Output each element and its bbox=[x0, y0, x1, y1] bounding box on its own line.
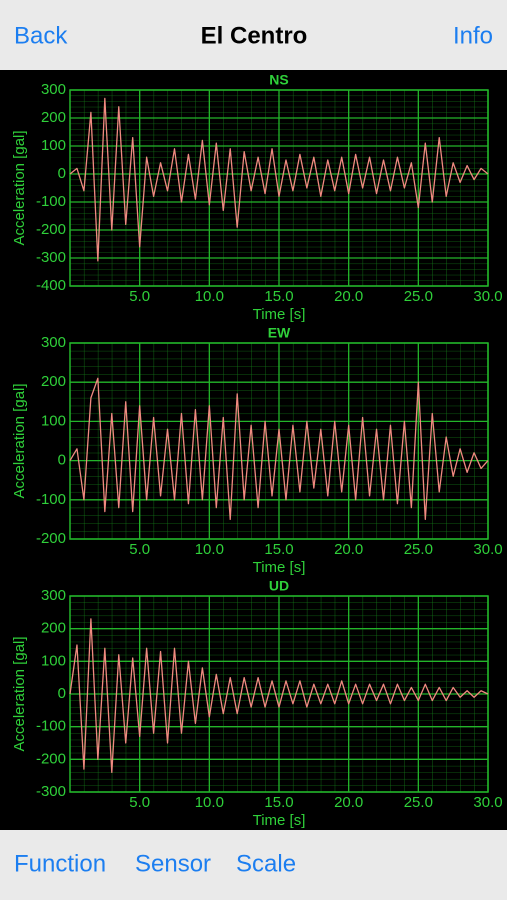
y-axis-label: Acceleration [gal] bbox=[11, 636, 28, 751]
chart-title: UD bbox=[269, 578, 289, 594]
x-tick-label: 5.0 bbox=[129, 288, 150, 305]
y-tick-label: 300 bbox=[41, 81, 66, 98]
x-tick-label: 10.0 bbox=[195, 794, 224, 811]
y-tick-label: 100 bbox=[41, 137, 66, 154]
x-tick-label: 30.0 bbox=[473, 541, 502, 558]
x-tick-label: 10.0 bbox=[195, 288, 224, 305]
x-tick-label: 15.0 bbox=[264, 288, 293, 305]
waveform bbox=[69, 97, 489, 262]
nav-title: El Centro bbox=[201, 22, 308, 49]
x-axis-label: Time [s] bbox=[253, 812, 306, 829]
scale-button[interactable]: Scale bbox=[236, 850, 296, 877]
x-tick-label: 15.0 bbox=[264, 794, 293, 811]
x-tick-label: 20.0 bbox=[334, 541, 363, 558]
y-tick-label: -200 bbox=[36, 530, 66, 547]
x-tick-label: 15.0 bbox=[264, 541, 293, 558]
toolbar bbox=[0, 830, 507, 900]
chart-title: NS bbox=[269, 72, 288, 88]
y-tick-label: -300 bbox=[36, 249, 66, 266]
y-tick-label: -100 bbox=[36, 491, 66, 508]
y-tick-label: -400 bbox=[36, 277, 66, 294]
y-tick-label: 0 bbox=[58, 165, 66, 182]
y-tick-label: 0 bbox=[58, 452, 66, 469]
x-tick-label: 5.0 bbox=[129, 541, 150, 558]
chart-title: EW bbox=[268, 325, 291, 341]
y-axis-label: Acceleration [gal] bbox=[11, 130, 28, 245]
waveform bbox=[69, 377, 489, 521]
y-tick-label: 300 bbox=[41, 334, 66, 351]
x-axis-label: Time [s] bbox=[253, 306, 306, 323]
y-tick-label: 100 bbox=[41, 412, 66, 429]
x-tick-label: 20.0 bbox=[334, 288, 363, 305]
sensor-button[interactable]: Sensor bbox=[135, 850, 211, 877]
plot-frame bbox=[69, 89, 489, 287]
x-axis-label: Time [s] bbox=[253, 559, 306, 576]
back-button[interactable]: Back bbox=[14, 22, 68, 49]
x-tick-label: 25.0 bbox=[404, 288, 433, 305]
x-tick-label: 5.0 bbox=[129, 794, 150, 811]
y-tick-label: -200 bbox=[36, 750, 66, 767]
function-button[interactable]: Function bbox=[14, 850, 106, 877]
nav-bar bbox=[0, 0, 507, 70]
y-tick-label: 200 bbox=[41, 109, 66, 126]
x-tick-label: 25.0 bbox=[404, 794, 433, 811]
y-tick-label: 200 bbox=[41, 620, 66, 637]
y-axis-label: Acceleration [gal] bbox=[11, 383, 28, 498]
y-tick-label: -200 bbox=[36, 221, 66, 238]
x-tick-label: 25.0 bbox=[404, 541, 433, 558]
y-tick-label: 200 bbox=[41, 373, 66, 390]
y-tick-label: 100 bbox=[41, 652, 66, 669]
y-tick-label: -100 bbox=[36, 718, 66, 735]
waveform bbox=[69, 618, 489, 774]
x-tick-label: 30.0 bbox=[473, 288, 502, 305]
info-button[interactable]: Info bbox=[453, 22, 493, 49]
y-tick-label: -100 bbox=[36, 193, 66, 210]
x-tick-label: 10.0 bbox=[195, 541, 224, 558]
y-tick-label: 300 bbox=[41, 587, 66, 604]
y-tick-label: 0 bbox=[58, 685, 66, 702]
x-tick-label: 20.0 bbox=[334, 794, 363, 811]
y-tick-label: -300 bbox=[36, 783, 66, 800]
x-tick-label: 30.0 bbox=[473, 794, 502, 811]
plot-frame bbox=[69, 342, 489, 540]
